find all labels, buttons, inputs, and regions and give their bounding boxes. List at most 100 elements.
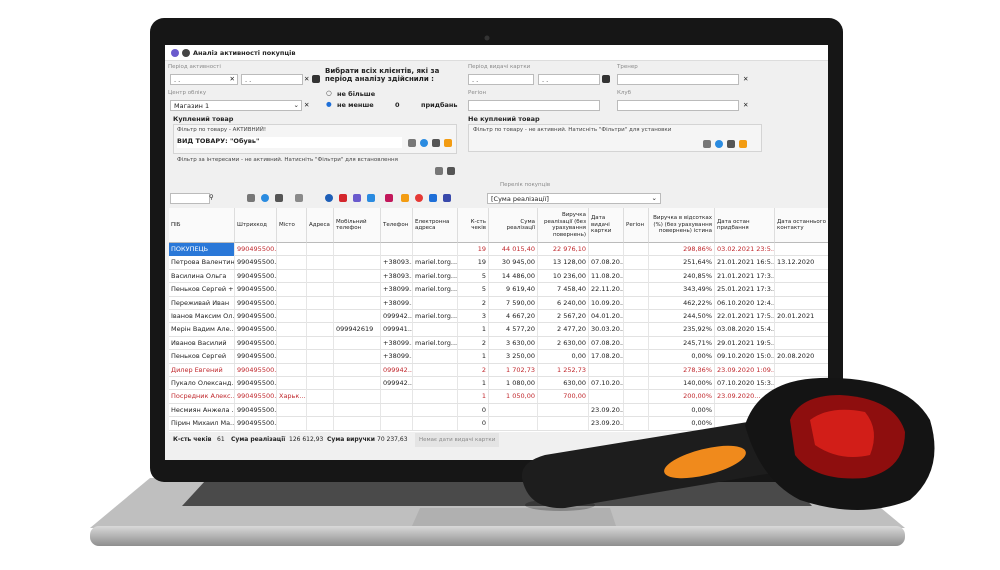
refresh-btn[interactable] [715, 140, 723, 148]
table-row[interactable]: Василина Ольга 990495500... +38093... marie… [169, 269, 828, 284]
column-header[interactable]: Електронна адреса [413, 208, 458, 243]
date-field[interactable]: . . [538, 74, 600, 85]
table-row[interactable]: Пірин Михаил Ма... 990495500... 0 23.09.20.… [169, 417, 828, 431]
table-cell: 251,64% [649, 256, 715, 270]
column-header[interactable]: Дата видачі картки [589, 208, 624, 243]
clear-btn[interactable] [727, 140, 735, 148]
tool-btn[interactable] [367, 194, 375, 202]
table-row[interactable]: ПОКУПЕЦЬ 990495500... 19 44 015,40 22 976,10… [169, 243, 828, 257]
settings-icon [182, 49, 190, 57]
list-title: Перелік покупців [500, 182, 551, 188]
date-value: . . [542, 76, 549, 84]
table-row[interactable]: Пеньков Сергей 990495500... +38099... 1 3 25… [169, 350, 828, 364]
column-header[interactable]: Адреса [307, 208, 334, 243]
clear-btn[interactable]: ✕ [743, 75, 749, 83]
radio-selected[interactable]: ● [326, 100, 332, 108]
table-cell [334, 336, 381, 350]
tool-btn[interactable] [385, 194, 393, 202]
date-field[interactable]: . . [468, 74, 534, 85]
search-field[interactable] [170, 193, 210, 204]
tool-btn[interactable] [295, 194, 303, 202]
edit-btn[interactable] [703, 140, 711, 148]
table-row[interactable]: Переживай Иван 990495500... +38099... 2 7 59… [169, 296, 828, 310]
table-cell: 07.08.20... [589, 256, 624, 270]
clear-btn[interactable] [447, 167, 455, 175]
table-cell: ПОКУПЕЦЬ [169, 243, 235, 256]
column-header[interactable]: Мобільний телефон [334, 208, 381, 243]
column-header[interactable]: ПІБ [169, 208, 235, 243]
table-cell: Пірин Михаил Ма... [169, 417, 235, 431]
clear-btn[interactable]: ✕ [743, 101, 749, 109]
filter-value: ВИД ТОВАРУ: "Обувь" [177, 137, 402, 148]
table-row[interactable]: Дилер Евгений 990495500... 099942... 2 1 702… [169, 363, 828, 377]
table-cell: 3 250,00 [489, 350, 538, 364]
table-cell [381, 417, 413, 431]
date-field[interactable]: . . [241, 74, 303, 85]
camera [484, 35, 490, 41]
tool-btn[interactable] [339, 194, 347, 202]
table-cell: 990495500... [235, 243, 277, 256]
club-select[interactable] [617, 100, 739, 111]
table-cell [624, 323, 649, 337]
column-header[interactable]: Виручка в відсотках (%) (без урахування … [649, 208, 715, 243]
table-cell [334, 296, 381, 310]
table-cell [277, 417, 307, 431]
trainer-select[interactable] [617, 74, 739, 85]
list-btn[interactable] [444, 139, 452, 147]
table-cell: 990495500... [235, 310, 277, 323]
calendar-btn[interactable] [602, 75, 610, 83]
table-cell [277, 269, 307, 283]
store-select[interactable]: Магазин 1 ⌄ [170, 100, 302, 111]
tool-btn[interactable] [325, 194, 333, 202]
calendar-btn[interactable] [312, 75, 320, 83]
table-cell: 099942... [381, 377, 413, 390]
clear-btn[interactable] [432, 139, 440, 147]
table-row[interactable]: Іванов Максим Ол... 990495500... 099942...… [169, 310, 828, 324]
tool-btn[interactable] [353, 194, 361, 202]
tool-btn[interactable] [401, 194, 409, 202]
table-row[interactable]: Пеньков Сергей +... 990495500... +38099...… [169, 283, 828, 297]
column-header[interactable]: Регіон [624, 208, 649, 243]
table-row[interactable]: Посредник Алекс... 990495500... Харьк... 1 1… [169, 390, 828, 404]
column-header[interactable]: Дата останнього контакту [775, 208, 828, 243]
clear-btn[interactable]: ✕ [229, 75, 235, 83]
refresh-btn[interactable] [420, 139, 428, 147]
table-cell: 462,22% [649, 296, 715, 310]
list-btn[interactable] [739, 140, 747, 148]
column-header[interactable]: К-сть чеків [458, 208, 489, 243]
tool-btn[interactable] [443, 194, 451, 202]
edit-btn[interactable] [435, 167, 443, 175]
table-cell: 990495500... [235, 256, 277, 270]
table-row[interactable]: Пукало Олександ... 990495500... 099942... 1… [169, 377, 828, 391]
table-row[interactable]: Мерін Вадим Але... 990495500... 099942619 0… [169, 323, 828, 337]
count-value[interactable]: 0 [395, 101, 400, 109]
table-row[interactable]: Иванов Василий 990495500... +38099... marie… [169, 336, 828, 351]
search-btn[interactable]: ⚲ [209, 193, 214, 201]
table-cell [413, 243, 458, 256]
column-header[interactable]: Телефон [381, 208, 413, 243]
table-cell: 278,36% [649, 363, 715, 377]
column-header[interactable]: Дата остан придбання [715, 208, 775, 243]
sort-value: [Сума реалізації] [491, 195, 549, 203]
column-header[interactable]: Сума реалізації [489, 208, 538, 243]
tool-btn[interactable] [429, 194, 437, 202]
table-cell [307, 310, 334, 323]
sort-select[interactable]: [Сума реалізації] ⌄ [487, 193, 661, 204]
clear-btn[interactable]: ✕ [304, 75, 310, 83]
column-header[interactable]: Місто [277, 208, 307, 243]
date-field[interactable]: . . ✕ [170, 74, 238, 85]
table-cell: 630,00 [538, 377, 589, 390]
tool-btn[interactable] [415, 194, 423, 202]
column-header[interactable]: Штрихкод [235, 208, 277, 243]
column-header[interactable]: Виручка реалізації (без урахування повер… [538, 208, 589, 243]
clear-btn[interactable]: ✕ [304, 101, 310, 109]
region-select[interactable] [468, 100, 600, 111]
table-cell: 03.08.2020 15:4... [715, 323, 775, 337]
tool-btn[interactable] [247, 194, 255, 202]
radio[interactable]: ○ [326, 89, 332, 97]
table-row[interactable]: Петрова Валентина 990495500... +38093... ma… [169, 256, 828, 270]
table-cell: 13.12.2020 [775, 256, 828, 269]
tool-btn[interactable] [261, 194, 269, 202]
edit-btn[interactable] [408, 139, 416, 147]
tool-btn[interactable] [275, 194, 283, 202]
